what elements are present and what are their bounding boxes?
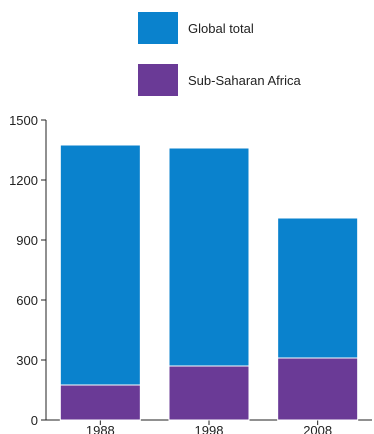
bar-sub-saharan-africa-1998 — [168, 365, 250, 421]
x-tick-label-2008: 2008 — [303, 423, 332, 434]
x-tick-labels: 1988 1998 2008 — [86, 423, 332, 434]
y-tick-labels: 0 300 600 900 1200 1500 — [9, 113, 38, 428]
chart-bars — [59, 144, 359, 421]
y-tick-label: 900 — [16, 233, 38, 248]
legend-label-sub-saharan-africa: Sub-Saharan Africa — [188, 73, 301, 88]
y-tick-label: 1200 — [9, 173, 38, 188]
y-tick-label: 1500 — [9, 113, 38, 128]
bar-sub-saharan-africa-2008 — [277, 357, 359, 421]
x-tick-label-1988: 1988 — [86, 423, 115, 434]
bar-global-total-2008 — [277, 217, 359, 359]
bar-global-total-1988 — [59, 144, 141, 386]
bar-sub-saharan-africa-1988 — [59, 384, 141, 421]
legend-swatch-global-total — [138, 12, 178, 44]
y-tick-label: 300 — [16, 353, 38, 368]
legend-label-global-total: Global total — [188, 21, 254, 36]
x-tick-label-1998: 1998 — [195, 423, 224, 434]
bar-global-total-1998 — [168, 147, 250, 367]
legend-swatch-sub-saharan-africa — [138, 64, 178, 96]
y-tick-label: 600 — [16, 293, 38, 308]
y-tick-label: 0 — [31, 413, 38, 428]
